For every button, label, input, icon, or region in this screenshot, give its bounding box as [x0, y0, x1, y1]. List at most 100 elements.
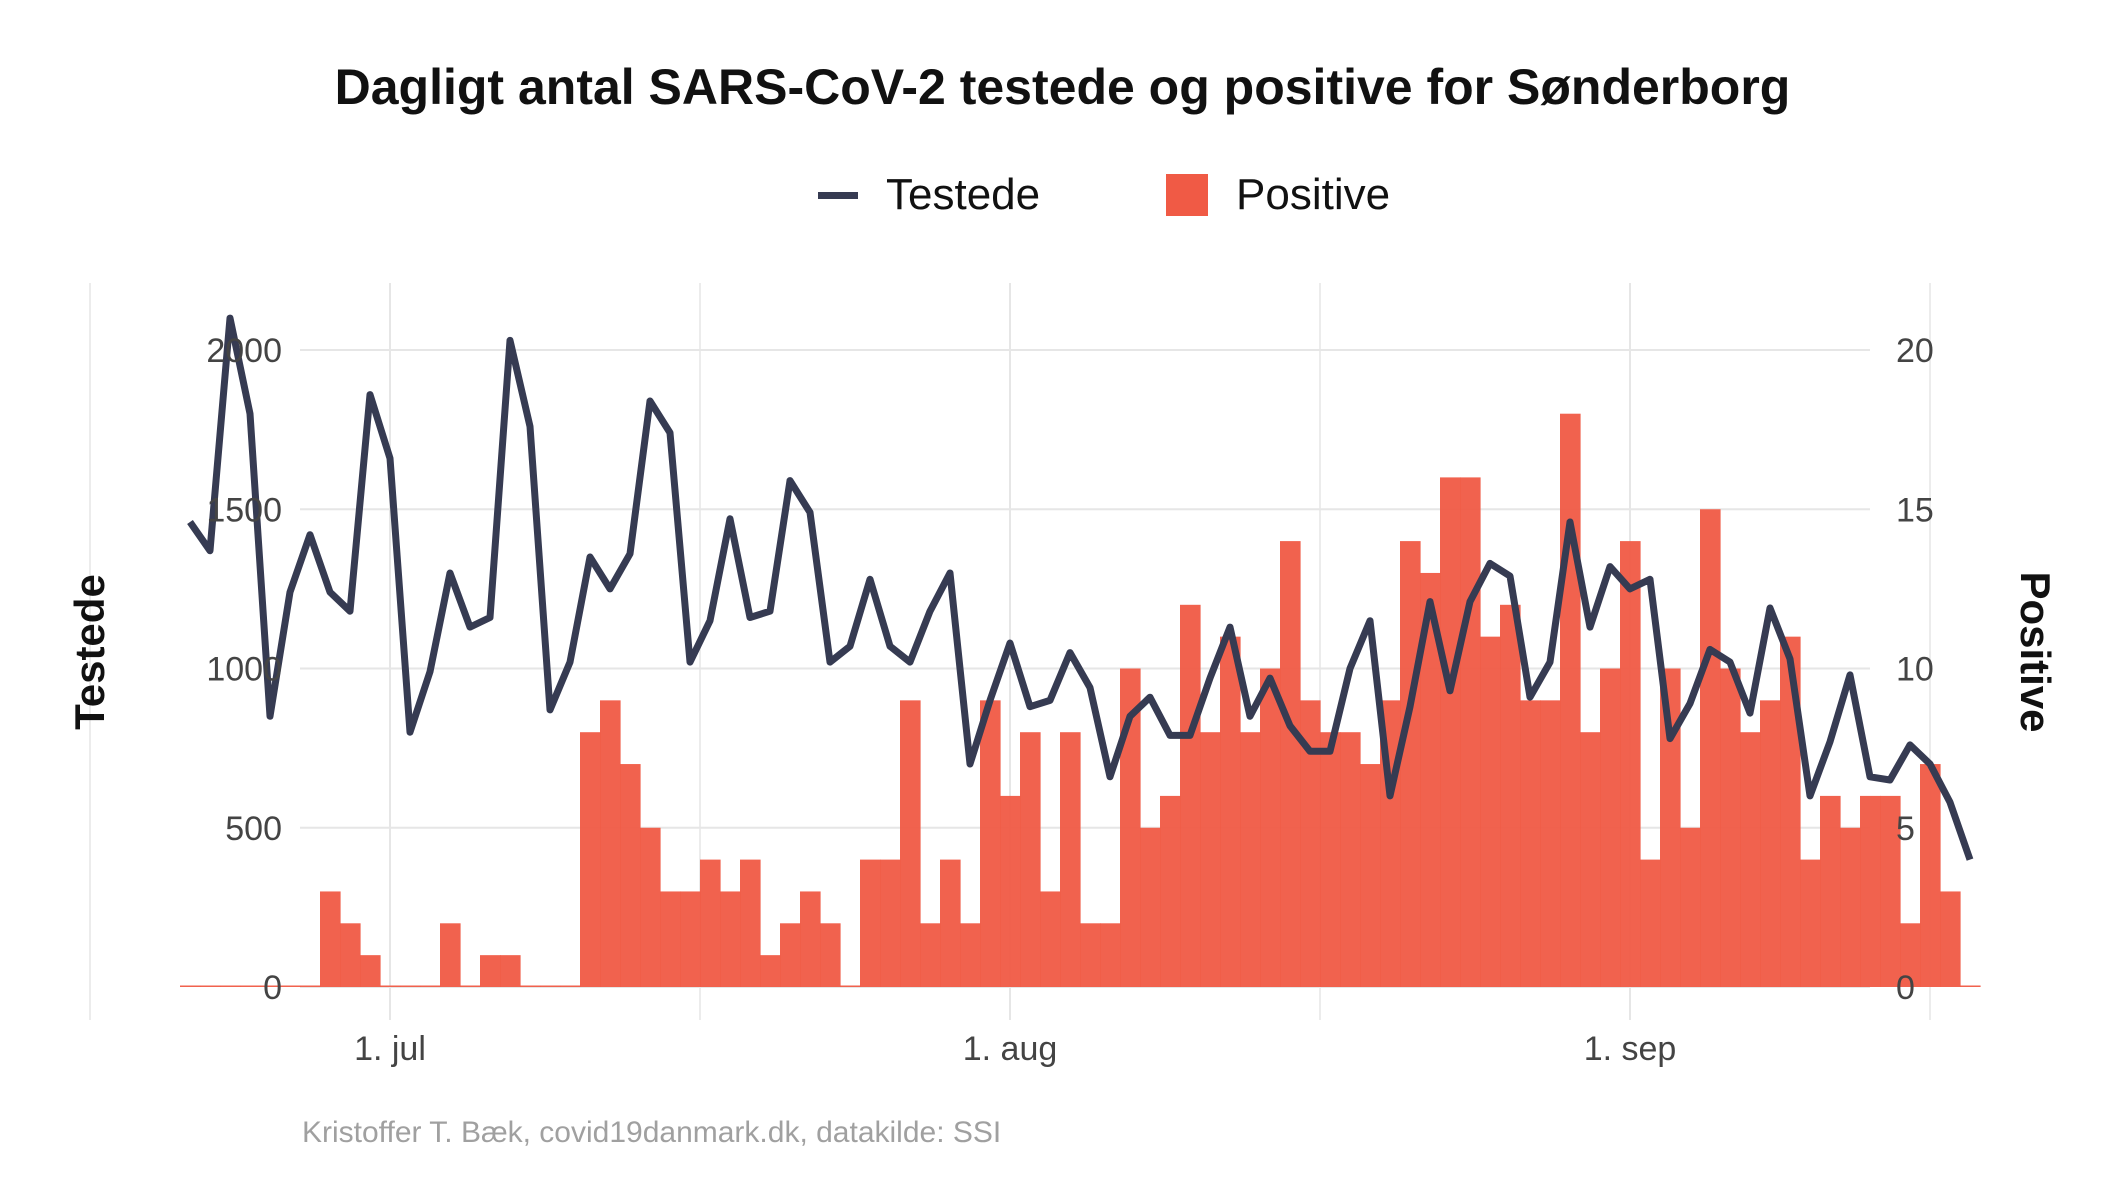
y-tick-label-right: 10 — [1896, 651, 1934, 689]
chart-title: Dagligt antal SARS-CoV-2 testede og posi… — [334, 59, 1791, 115]
positive-bar — [540, 985, 561, 987]
positive-bar — [920, 923, 941, 987]
x-tick-label: 1. jul — [354, 1030, 426, 1068]
positive-bar — [640, 827, 661, 987]
legend-item-positive: Positive — [1166, 165, 1390, 225]
positive-bar — [1260, 668, 1281, 987]
positive-bar — [940, 859, 961, 987]
positive-bar — [680, 891, 701, 987]
positive-bars — [180, 413, 1981, 987]
legend-item-tested: Testede — [818, 165, 1040, 225]
chart-plot: 0 0 500 5 1000 10 1500 15 2000 20 1. jul 1. aug 1. s… — [66, 283, 2059, 1068]
positive-bar — [1420, 572, 1441, 987]
positive-bar — [1360, 764, 1381, 987]
positive-bar — [1640, 859, 1661, 987]
positive-bar — [180, 985, 201, 987]
positive-bar — [520, 985, 541, 987]
positive-bar — [440, 923, 461, 987]
positive-bar — [740, 859, 761, 987]
positive-bar — [820, 923, 841, 987]
positive-bar — [460, 985, 481, 987]
positive-bar — [1160, 795, 1181, 987]
positive-bar — [1600, 668, 1621, 987]
positive-bar — [1860, 795, 1881, 987]
y-tick-label-right: 15 — [1896, 491, 1934, 529]
legend: Testede Positive — [0, 165, 2125, 225]
positive-bar — [1400, 541, 1421, 987]
positive-bar — [560, 985, 581, 987]
positive-bar — [1020, 732, 1041, 987]
positive-bar — [800, 891, 821, 987]
y-tick-label-right: 0 — [1896, 969, 1915, 1007]
y-axis-title-right: Positive — [2012, 571, 2059, 732]
positive-bar — [600, 700, 621, 987]
positive-bar — [1880, 795, 1901, 987]
positive-bar — [1300, 700, 1321, 987]
legend-box-swatch — [1166, 174, 1208, 216]
positive-bar — [1520, 700, 1541, 987]
positive-bar — [420, 985, 441, 987]
y-tick-label-right: 20 — [1896, 332, 1934, 370]
positive-bar — [620, 764, 641, 987]
y-tick-label-left: 0 — [263, 969, 282, 1007]
positive-bar — [1500, 604, 1521, 987]
positive-bar — [960, 923, 981, 987]
positive-bar — [240, 985, 261, 987]
positive-bar — [660, 891, 681, 987]
y-tick-label-left: 1500 — [206, 491, 282, 529]
positive-bar — [1820, 795, 1841, 987]
positive-bar — [1900, 923, 1921, 987]
legend-line-swatch — [818, 191, 858, 199]
positive-bar — [1240, 732, 1261, 987]
positive-bar — [1780, 636, 1801, 987]
positive-bar — [1320, 732, 1341, 987]
positive-bar — [1760, 700, 1781, 987]
positive-bar — [500, 955, 521, 987]
positive-bar — [1120, 668, 1141, 987]
positive-bar — [1740, 732, 1761, 987]
x-tick-label: 1. aug — [963, 1030, 1058, 1068]
y-axis-title-left: Testede — [66, 574, 113, 730]
positive-bar — [320, 891, 341, 987]
axis-labels: 0 0 500 5 1000 10 1500 15 2000 20 1. jul 1. aug 1. s… — [66, 332, 2059, 1068]
positive-bar — [1340, 732, 1361, 987]
positive-bar — [1920, 764, 1941, 987]
positive-bar — [280, 985, 301, 987]
positive-bar — [1440, 477, 1461, 987]
tested-line-group — [187, 314, 1974, 861]
positive-bar — [1140, 827, 1161, 987]
positive-bar — [1080, 923, 1101, 987]
positive-bar — [1680, 827, 1701, 987]
y-tick-label-left: 1000 — [206, 651, 282, 689]
positive-bar — [1960, 985, 1981, 987]
positive-bar — [720, 891, 741, 987]
positive-bar — [1940, 891, 1961, 987]
y-tick-label-right: 5 — [1896, 810, 1915, 848]
x-tick-label: 1. sep — [1584, 1030, 1677, 1068]
positive-bar — [480, 955, 501, 987]
positive-bar — [1220, 636, 1241, 987]
positive-bar — [780, 923, 801, 987]
y-tick-label-left: 500 — [225, 810, 282, 848]
positive-bar — [1800, 859, 1821, 987]
positive-bar — [1040, 891, 1061, 987]
positive-bar — [900, 700, 921, 987]
positive-bar — [360, 955, 381, 987]
positive-bar — [1540, 700, 1561, 987]
positive-bar — [1180, 604, 1201, 987]
positive-bar — [580, 732, 601, 987]
positive-bar — [400, 985, 421, 987]
positive-bar — [340, 923, 361, 987]
positive-bar — [1100, 923, 1121, 987]
tested-line — [187, 314, 1974, 861]
positive-bar — [1000, 795, 1021, 987]
legend-label-positive: Positive — [1236, 170, 1391, 219]
positive-bar — [1280, 541, 1301, 987]
positive-bar — [1720, 668, 1741, 987]
positive-bar — [1580, 732, 1601, 987]
positive-bar — [1060, 732, 1081, 987]
positive-bar — [260, 985, 281, 987]
positive-bar — [1700, 509, 1721, 987]
positive-bar — [1560, 413, 1581, 987]
positive-bar — [700, 859, 721, 987]
